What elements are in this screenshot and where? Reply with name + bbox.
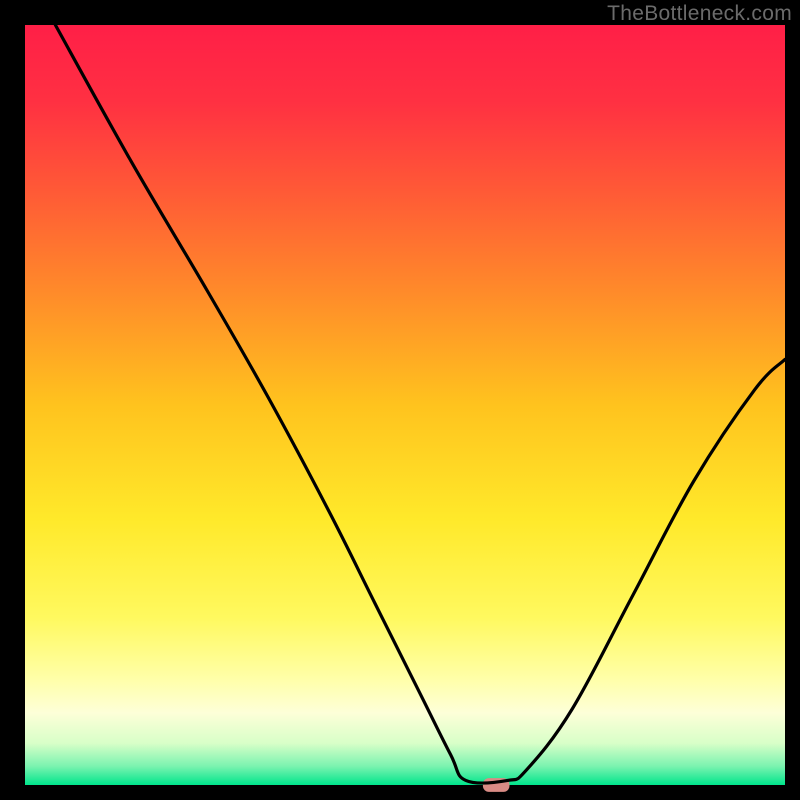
bottleneck-curve-chart	[0, 0, 800, 800]
watermark-text: TheBottleneck.com	[607, 2, 792, 26]
chart-container: TheBottleneck.com	[0, 0, 800, 800]
plot-background	[25, 25, 785, 785]
